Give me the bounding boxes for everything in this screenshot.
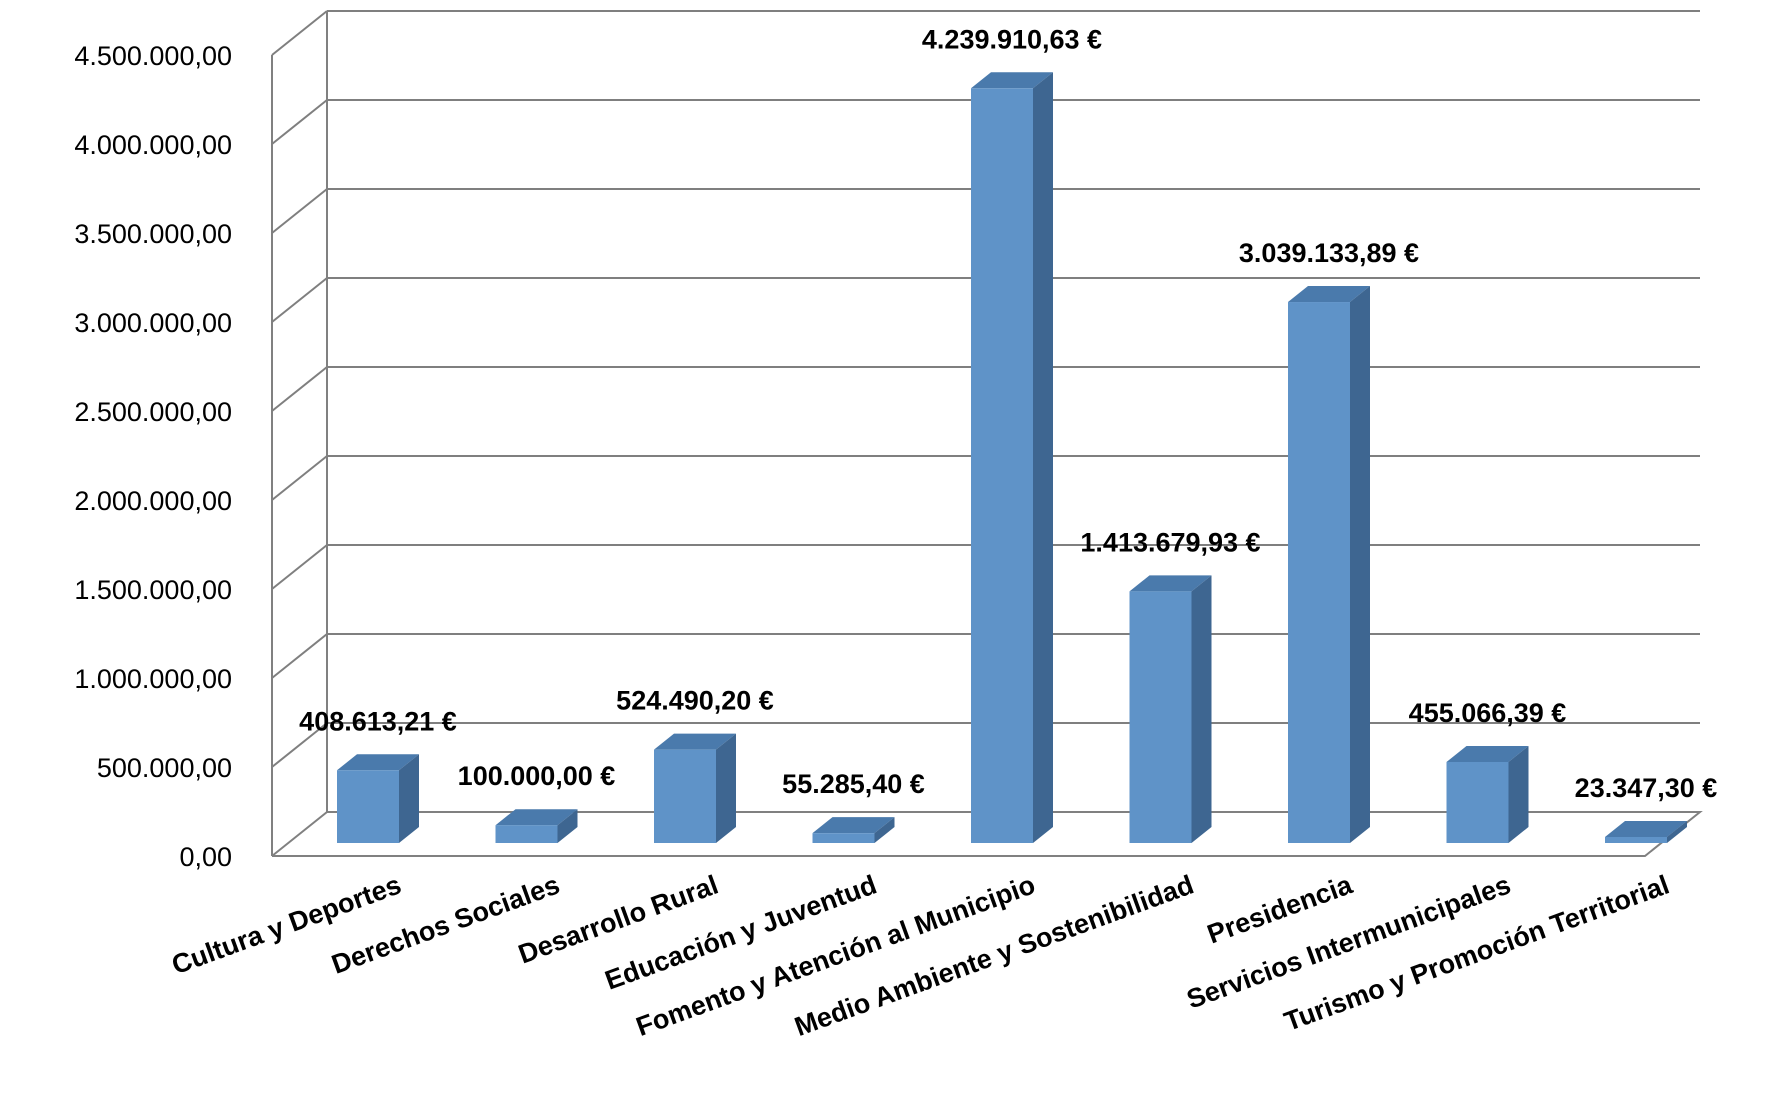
bar-top bbox=[1129, 575, 1212, 592]
gridline-side bbox=[271, 366, 328, 412]
gridline-side bbox=[271, 544, 328, 590]
data-labels: 408.613,21 €100.000,00 € 524.490,20 € 55.2… bbox=[299, 24, 1717, 803]
bar bbox=[654, 733, 736, 843]
gridline-side bbox=[271, 10, 328, 56]
bar bbox=[337, 754, 419, 843]
bar-top bbox=[812, 817, 895, 834]
bar bbox=[1129, 575, 1212, 843]
bar bbox=[971, 72, 1053, 844]
bar-top bbox=[1446, 745, 1529, 762]
data-label: 55.285,40 € bbox=[782, 769, 925, 799]
bar-top bbox=[337, 754, 419, 771]
bar-top bbox=[1605, 821, 1687, 837]
y-tick-label: 4.500.000,00 bbox=[74, 41, 232, 71]
data-label: 23.347,30 € bbox=[1575, 773, 1718, 803]
bar-side bbox=[1033, 72, 1053, 844]
y-tick-label: 4.000.000,00 bbox=[74, 130, 232, 160]
bar-front bbox=[495, 825, 558, 843]
data-label: 1.413.679,93 € bbox=[1080, 527, 1260, 557]
y-tick-label: 3.500.000,00 bbox=[74, 219, 232, 249]
bar-side bbox=[1191, 575, 1212, 843]
bar-front bbox=[1446, 761, 1509, 843]
bar-front bbox=[1288, 302, 1350, 843]
bar-front bbox=[654, 749, 716, 843]
gridline-side bbox=[271, 188, 328, 234]
y-tick-label: 500.000,00 bbox=[97, 753, 232, 783]
bar-front bbox=[1605, 837, 1667, 843]
bar-side bbox=[399, 754, 419, 843]
bar-front bbox=[1129, 591, 1192, 843]
y-tick-label: 2.500.000,00 bbox=[74, 397, 232, 427]
bar-top bbox=[1288, 286, 1370, 303]
gridline-side bbox=[271, 633, 328, 679]
y-axis-tick-labels: 0,00 500.000,00 1.000.000,00 1.500.000,00 2.… bbox=[74, 41, 232, 872]
gridline-side bbox=[271, 722, 328, 768]
bar-side bbox=[1350, 286, 1370, 843]
gridline-side bbox=[271, 99, 328, 145]
bar-top bbox=[654, 733, 736, 750]
floor-left-edge bbox=[271, 811, 328, 857]
data-label: 100.000,00 € bbox=[458, 761, 616, 791]
bar-top bbox=[971, 72, 1053, 89]
gridline-side bbox=[271, 455, 328, 501]
bar-side bbox=[1508, 745, 1529, 843]
y-tick-label: 3.000.000,00 bbox=[74, 308, 232, 338]
bar-front bbox=[971, 88, 1033, 844]
y-tick-label: 0,00 bbox=[179, 842, 232, 872]
gridline-side bbox=[271, 277, 328, 323]
data-label: 524.490,20 € bbox=[616, 686, 774, 716]
bar bbox=[1288, 286, 1370, 843]
bar bbox=[495, 809, 578, 843]
bar bbox=[1446, 745, 1529, 843]
bar-side bbox=[874, 817, 895, 843]
data-label: 3.039.133,89 € bbox=[1239, 238, 1419, 268]
data-label: 4.239.910,63 € bbox=[922, 24, 1102, 54]
y-tick-label: 1.000.000,00 bbox=[74, 664, 232, 694]
bar-side bbox=[1667, 821, 1687, 843]
data-label: 408.613,21 € bbox=[299, 706, 457, 736]
bar-front bbox=[337, 770, 399, 843]
bar-front bbox=[812, 833, 875, 843]
y-tick-label: 2.000.000,00 bbox=[74, 486, 232, 516]
bars bbox=[337, 72, 1687, 844]
data-label: 455.066,39 € bbox=[1409, 698, 1567, 728]
y-tick-label: 1.500.000,00 bbox=[74, 575, 232, 605]
bar bbox=[812, 817, 895, 843]
bar bbox=[1605, 821, 1687, 843]
bar-top bbox=[495, 809, 578, 826]
bar-side bbox=[557, 809, 578, 843]
bar-side bbox=[716, 733, 736, 843]
